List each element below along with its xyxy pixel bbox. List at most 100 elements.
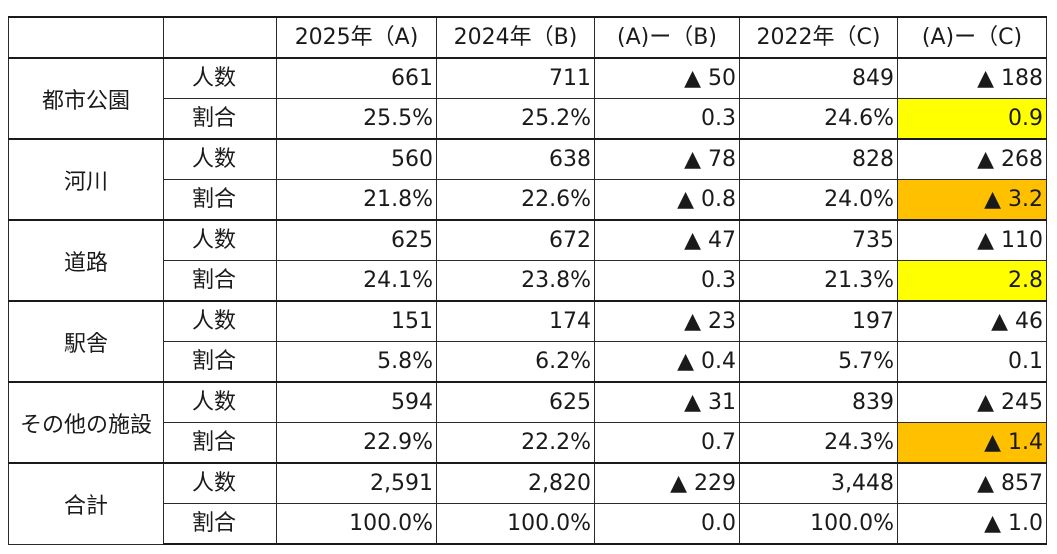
metric-label: 人数 — [163, 138, 277, 180]
metric-label: 人数 — [163, 381, 277, 423]
table-row: 合計 人数 2,591 2,820 ▲ 229 3,448 ▲ 857 — [8, 462, 1047, 545]
value-cell: 22.9% — [276, 422, 437, 464]
table-body: 2025年（A) 2024年（B) (A)ー（B) 2022年（C) (A)ー（C) 都市… — [8, 16, 1047, 545]
value-cell: ▲ 857 — [897, 462, 1047, 504]
table-row: 割合 5.8% 6.2% ▲ 0.4 5.7% 0.1 — [9, 341, 1047, 383]
value-cell: 0.0 — [594, 503, 740, 545]
value-cell: 2,591 — [276, 462, 437, 504]
value-cell: ▲ 31 — [594, 381, 740, 423]
value-cell: ▲ 46 — [897, 300, 1047, 342]
value-cell: 839 — [739, 381, 898, 423]
metric-label: 割合 — [163, 179, 277, 221]
table-row: 都市公園 人数 661 711 ▲ 50 849 ▲ 188 — [8, 57, 1047, 140]
value-cell: ▲ 78 — [594, 138, 740, 180]
metric-label: 割合 — [163, 260, 277, 302]
value-cell: ▲ 188 — [897, 57, 1047, 99]
column-header: (A)ー（B) — [594, 16, 740, 59]
value-cell: 5.8% — [276, 341, 437, 383]
value-cell: ▲ 50 — [594, 57, 740, 99]
category-label: 道路 — [8, 219, 164, 302]
value-cell: 5.7% — [739, 341, 898, 383]
value-cell: 197 — [739, 300, 898, 342]
corner-cell — [8, 16, 164, 59]
value-cell: 24.1% — [276, 260, 437, 302]
value-cell: 24.0% — [739, 179, 898, 221]
table-row: 割合 25.5% 25.2% 0.3 24.6% 0.9 — [9, 98, 1047, 140]
value-cell: 2,820 — [436, 462, 595, 504]
value-cell: 2.8 — [897, 260, 1047, 302]
value-cell: 735 — [739, 219, 898, 261]
metric-label: 人数 — [163, 219, 277, 261]
table-row: 割合 24.1% 23.8% 0.3 21.3% 2.8 — [9, 260, 1047, 302]
value-cell: 22.2% — [436, 422, 595, 464]
header-row: 2025年（A) 2024年（B) (A)ー（B) 2022年（C) (A)ー（C) — [8, 16, 1047, 59]
value-cell: 6.2% — [436, 341, 595, 383]
value-cell: 0.9 — [897, 98, 1047, 140]
value-cell: ▲ 110 — [897, 219, 1047, 261]
value-cell: 21.8% — [276, 179, 437, 221]
value-cell: 638 — [436, 138, 595, 180]
metric-label: 人数 — [163, 57, 277, 99]
table-row: その他の施設 人数 594 625 ▲ 31 839 ▲ 245 — [8, 381, 1047, 464]
value-cell: 23.8% — [436, 260, 595, 302]
value-cell: ▲ 268 — [897, 138, 1047, 180]
category-label: 都市公園 — [8, 57, 164, 140]
value-cell: ▲ 229 — [594, 462, 740, 504]
comparison-table: 2025年（A) 2024年（B) (A)ー（B) 2022年（C) (A)ー（C) 都市… — [8, 16, 1047, 545]
value-cell: ▲ 3.2 — [897, 179, 1047, 221]
column-header: (A)ー（C) — [897, 16, 1047, 59]
header-metric-cell — [163, 16, 277, 59]
metric-label: 人数 — [163, 462, 277, 504]
column-header: 2024年（B) — [436, 16, 595, 59]
value-cell: 151 — [276, 300, 437, 342]
metric-label: 割合 — [163, 98, 277, 140]
table-row: 道路 人数 625 672 ▲ 47 735 ▲ 110 — [8, 219, 1047, 302]
table-row: 割合 21.8% 22.6% ▲ 0.8 24.0% ▲ 3.2 — [9, 179, 1047, 221]
value-cell: ▲ 0.4 — [594, 341, 740, 383]
value-cell: 594 — [276, 381, 437, 423]
table-row: 割合 100.0% 100.0% 0.0 100.0% ▲ 1.0 — [9, 503, 1047, 545]
table-row: 河川 人数 560 638 ▲ 78 828 ▲ 268 — [8, 138, 1047, 221]
value-cell: ▲ 23 — [594, 300, 740, 342]
value-cell: 25.5% — [276, 98, 437, 140]
column-header: 2022年（C) — [739, 16, 898, 59]
value-cell: 100.0% — [436, 503, 595, 545]
metric-label: 割合 — [163, 422, 277, 464]
value-cell: 661 — [276, 57, 437, 99]
value-cell: 24.3% — [739, 422, 898, 464]
value-cell: 174 — [436, 300, 595, 342]
table-row: 割合 22.9% 22.2% 0.7 24.3% ▲ 1.4 — [9, 422, 1047, 464]
value-cell: 672 — [436, 219, 595, 261]
category-label: 駅舎 — [8, 300, 164, 383]
value-cell: 3,448 — [739, 462, 898, 504]
category-label: 河川 — [8, 138, 164, 221]
value-cell: 100.0% — [739, 503, 898, 545]
category-label: 合計 — [8, 462, 164, 545]
value-cell: 22.6% — [436, 179, 595, 221]
value-cell: 0.3 — [594, 98, 740, 140]
category-label: その他の施設 — [8, 381, 164, 464]
value-cell: ▲ 47 — [594, 219, 740, 261]
value-cell: 560 — [276, 138, 437, 180]
value-cell: ▲ 1.0 — [897, 503, 1047, 545]
value-cell: ▲ 245 — [897, 381, 1047, 423]
value-cell: 25.2% — [436, 98, 595, 140]
value-cell: 625 — [436, 381, 595, 423]
value-cell: ▲ 1.4 — [897, 422, 1047, 464]
column-header: 2025年（A) — [276, 16, 437, 59]
value-cell: 21.3% — [739, 260, 898, 302]
value-cell: ▲ 0.8 — [594, 179, 740, 221]
value-cell: 828 — [739, 138, 898, 180]
value-cell: 849 — [739, 57, 898, 99]
value-cell: 0.3 — [594, 260, 740, 302]
metric-label: 割合 — [163, 503, 277, 545]
value-cell: 711 — [436, 57, 595, 99]
value-cell: 100.0% — [276, 503, 437, 545]
metric-label: 割合 — [163, 341, 277, 383]
value-cell: 625 — [276, 219, 437, 261]
table-row: 駅舎 人数 151 174 ▲ 23 197 ▲ 46 — [8, 300, 1047, 383]
metric-label: 人数 — [163, 300, 277, 342]
value-cell: 0.1 — [897, 341, 1047, 383]
value-cell: 0.7 — [594, 422, 740, 464]
value-cell: 24.6% — [739, 98, 898, 140]
